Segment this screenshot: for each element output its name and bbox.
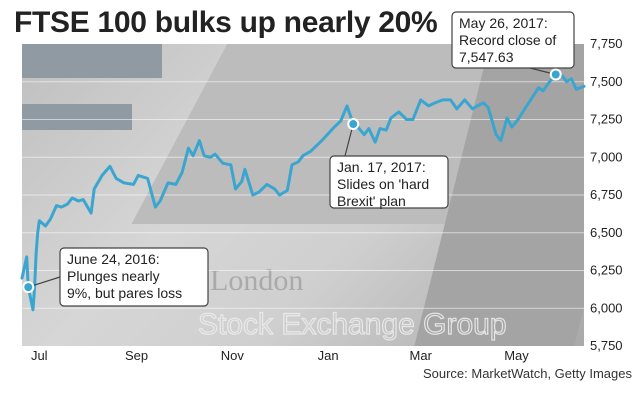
annotation-marker bbox=[549, 68, 562, 81]
annotation-text: 7,547.63 bbox=[459, 49, 514, 65]
x-tick-label: May bbox=[504, 348, 529, 363]
annotation-box bbox=[451, 11, 575, 69]
annotation-text: Plunges nearly bbox=[67, 268, 160, 284]
y-tick-label: 7,500 bbox=[590, 74, 623, 89]
annotation-text: May 26, 2017: bbox=[459, 15, 548, 31]
annotation-text: 9%, but pares loss bbox=[67, 285, 182, 301]
background-text-london: London bbox=[210, 264, 303, 297]
x-tick-label: Jul bbox=[31, 348, 48, 363]
annotation-marker bbox=[22, 281, 35, 294]
annotation-text: Jan. 17, 2017: bbox=[337, 159, 426, 175]
x-tick-label: Mar bbox=[410, 348, 433, 363]
annotation-text: Record close of bbox=[459, 32, 556, 48]
y-tick-label: 6,250 bbox=[590, 263, 623, 278]
y-tick-label: 7,750 bbox=[590, 36, 623, 51]
background-text-exchange: Stock Exchange Group bbox=[198, 308, 507, 341]
chart-title: FTSE 100 bulks up nearly 20% bbox=[14, 6, 438, 39]
annotation-text: June 24, 2016: bbox=[67, 251, 160, 267]
y-tick-label: 5,750 bbox=[590, 338, 623, 353]
y-tick-label: 7,000 bbox=[590, 149, 623, 164]
source-credit: Source: MarketWatch, Getty Images bbox=[422, 366, 632, 381]
building-window-band-2 bbox=[22, 104, 132, 130]
x-tick-label: Jan bbox=[318, 348, 339, 363]
y-tick-label: 6,000 bbox=[590, 300, 623, 315]
annotation-box bbox=[329, 155, 449, 209]
annotation-text: Brexit' plan bbox=[337, 193, 406, 209]
building-window-band bbox=[22, 44, 162, 78]
y-tick-label: 7,250 bbox=[590, 112, 623, 127]
annotation-box bbox=[59, 247, 209, 307]
annotation-marker bbox=[347, 118, 360, 131]
y-tick-label: 6,750 bbox=[590, 187, 623, 202]
y-tick-label: 6,500 bbox=[590, 225, 623, 240]
x-tick-label: Nov bbox=[221, 348, 245, 363]
ftse-series-line bbox=[20, 73, 586, 312]
annotation-text: Slides on 'hard bbox=[337, 176, 429, 192]
x-tick-label: Sep bbox=[125, 348, 148, 363]
